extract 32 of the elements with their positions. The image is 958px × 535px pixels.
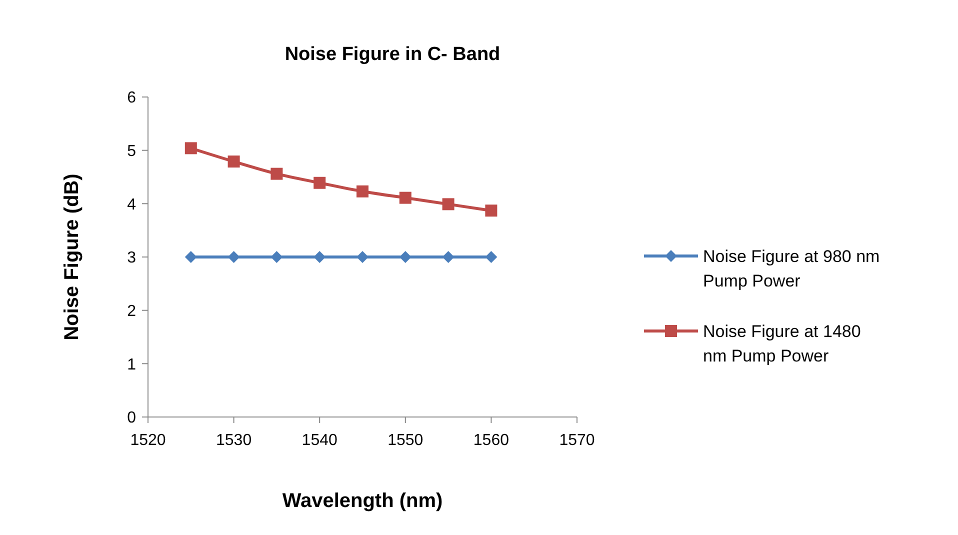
x-axis-title: Wavelength (nm) [282,490,443,512]
point [485,251,498,263]
x-tick-label: 1560 [473,432,510,449]
point [228,156,240,168]
legend-label: Noise Figure at 980 nm Pump Power [703,246,880,291]
point [270,168,283,180]
y-tick-label: 0 [127,410,136,427]
x-tick-label: 1530 [216,432,252,449]
y-tick-label: 2 [127,302,136,320]
point [356,251,368,263]
point [399,192,412,204]
point [228,251,240,263]
point [184,142,197,154]
point [314,176,326,189]
point [270,251,283,263]
y-tick-label: 3 [127,250,136,267]
y-tick-label: 4 [127,196,136,214]
x-tick-label: 1550 [388,432,424,449]
point [442,251,454,263]
y-axis-title: Noise Figure (dB) [61,174,83,340]
x-tick-label: 1570 [559,432,595,449]
legend-label: Noise Figure at 1480 nm Pump Power [703,322,861,366]
point [442,198,454,210]
y-tick-label: 6 [127,90,136,107]
point [184,251,197,263]
x-tick-label: 1520 [130,432,166,449]
x-tick-label: 1540 [302,432,338,449]
point [356,185,368,198]
y-tick-label: 5 [127,142,136,160]
chart-title: Noise Figure in C- Band [284,44,500,65]
y-tick-label: 1 [127,356,136,374]
point [485,204,498,217]
